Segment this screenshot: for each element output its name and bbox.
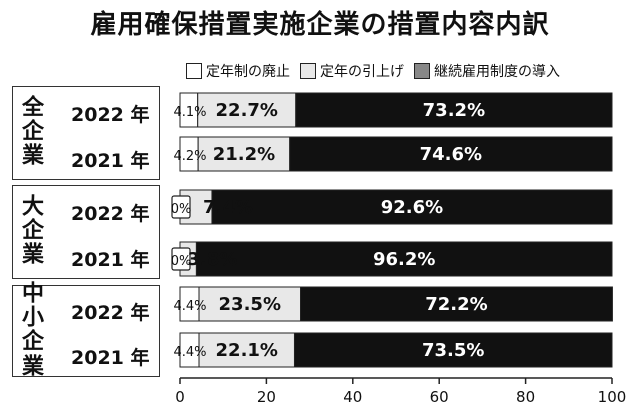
year-label-all-2021: 2021 年	[71, 150, 150, 172]
year-label-large-2022: 2022 年	[71, 203, 150, 225]
bar-g0-r1-raise	[197, 136, 291, 172]
legend-item-continue: 継続雇用制度の導入	[414, 61, 560, 81]
bar-g0-r0-raise	[197, 92, 297, 128]
data-label-g2-r0-abolish: 4.4%	[173, 299, 206, 314]
group-box-sme: 中小企業 2022 年 2021 年	[12, 281, 160, 380]
legend-label-raise: 定年の引上げ	[320, 64, 404, 80]
year-label-large-2021: 2021 年	[71, 249, 150, 271]
legend-item-raise: 定年の引上げ	[300, 61, 404, 81]
x-tick-label-0: 0	[175, 388, 185, 406]
legend-label-continue: 継続雇用制度の導入	[434, 64, 560, 80]
bar-g2-r1-raise	[198, 332, 295, 368]
bar-g0-r0-continue	[295, 92, 613, 128]
data-label-g1-r0-abolish: 0%	[171, 202, 192, 217]
bar-g1-r1-continue	[195, 241, 613, 277]
group-box-large: 大企業 2022 年 2021 年	[12, 185, 160, 279]
data-label-g0-r1-abolish: 4.2%	[173, 149, 206, 164]
data-label-g1-r0-raise: 7.4%	[203, 197, 253, 218]
legend-label-abolish: 定年制の廃止	[206, 64, 290, 80]
data-label-g2-r1-continue: 73.5%	[422, 340, 484, 361]
legend: 定年制の廃止 定年の引上げ 継続雇用制度の導入	[186, 60, 570, 82]
legend-swatch-raise	[300, 63, 316, 79]
data-label-g0-r1-continue: 74.6%	[420, 144, 482, 165]
bar-g1-r0-continue	[211, 189, 613, 225]
bar-g2-r0-raise	[198, 286, 302, 322]
data-label-g0-r0-continue: 73.2%	[423, 100, 485, 121]
bar-g2-r0-continue	[300, 286, 613, 322]
chart-title: 雇用確保措置実施企業の措置内容内訳	[90, 10, 550, 40]
data-label-g1-r0-continue: 92.6%	[381, 197, 443, 218]
legend-swatch-abolish	[186, 63, 202, 79]
zero-marker-g1-r0	[171, 195, 191, 219]
group-label-sme: 中小企業	[21, 281, 44, 380]
x-tick-label-40: 40	[343, 388, 362, 406]
data-label-g2-r0-raise: 23.5%	[219, 294, 281, 315]
x-tick-label-100: 100	[598, 388, 627, 406]
zero-marker-g1-r1	[171, 247, 191, 271]
legend-item-abolish: 定年制の廃止	[186, 61, 290, 81]
data-label-g2-r1-raise: 22.1%	[216, 340, 278, 361]
group-label-large: 大企業	[21, 194, 44, 269]
year-label-sme-2022: 2022 年	[71, 302, 150, 324]
year-label-sme-2021: 2021 年	[71, 347, 150, 369]
x-tick-label-20: 20	[257, 388, 276, 406]
data-label-g0-r0-abolish: 4.1%	[173, 105, 206, 120]
data-label-g1-r1-continue: 96.2%	[373, 249, 435, 270]
data-label-g2-r0-continue: 72.2%	[425, 294, 487, 315]
group-label-all: 全企業	[21, 95, 44, 170]
data-label-g1-r1-raise: 3.8%	[187, 249, 237, 270]
data-label-g0-r1-raise: 21.2%	[213, 144, 275, 165]
group-box-all: 全企業 2022 年 2021 年	[12, 86, 160, 180]
x-tick-label-80: 80	[516, 388, 535, 406]
legend-swatch-continue	[414, 63, 430, 79]
data-label-g1-r1-abolish: 0%	[171, 254, 192, 269]
data-label-g2-r1-abolish: 4.4%	[173, 345, 206, 360]
data-label-g0-r0-raise: 22.7%	[216, 100, 278, 121]
year-label-all-2022: 2022 年	[71, 104, 150, 126]
bar-g0-r1-continue	[289, 136, 613, 172]
bar-g2-r1-continue	[293, 332, 613, 368]
x-tick-label-60: 60	[430, 388, 449, 406]
